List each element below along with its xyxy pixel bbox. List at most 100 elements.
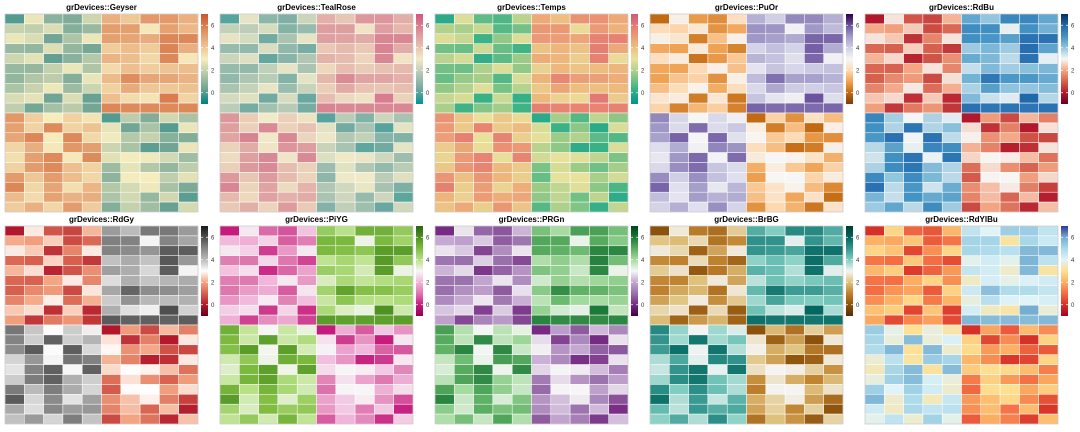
heatmap-cell [101, 354, 122, 365]
heatmap-cell [669, 384, 689, 395]
heatmap-cell [159, 344, 179, 355]
heatmap-cell [922, 73, 943, 84]
heatmap-cell [239, 132, 259, 143]
heatmap-cell [589, 314, 609, 326]
heatmap-cell [1019, 122, 1039, 134]
heatmap-cell [316, 384, 337, 395]
heatmap-cell [823, 304, 844, 316]
heatmap-cell [434, 403, 455, 415]
heatmap-cell [219, 102, 240, 114]
heatmap-cell [24, 245, 44, 256]
heatmap-cell [258, 92, 279, 104]
heatmap-cell [178, 83, 199, 94]
heatmap-cell [922, 102, 943, 114]
heatmap-cell [864, 374, 885, 385]
legend-tick-label: 6 [856, 23, 860, 29]
heatmap-cell [492, 413, 513, 425]
heatmap-cell [62, 364, 83, 375]
heatmap-cell [941, 201, 962, 213]
heatmap-cell [784, 172, 805, 183]
heatmap-cell [823, 374, 844, 385]
heatmap-cell [941, 83, 962, 94]
heatmap-cell [374, 235, 394, 247]
heatmap-cell [823, 275, 844, 286]
heatmap-cell [239, 23, 259, 35]
heatmap-cell [903, 413, 924, 425]
heatmap-cell [492, 235, 513, 247]
heatmap-cell [492, 324, 513, 336]
heatmap-cell [999, 354, 1020, 365]
heatmap-cell [81, 152, 102, 163]
heatmap-cell [24, 13, 44, 25]
heatmap-cell [1038, 265, 1059, 276]
heatmap-cell [531, 275, 552, 286]
heatmap-cell [258, 112, 279, 124]
heatmap-cell [707, 403, 728, 415]
heatmap-cell [669, 162, 689, 173]
legend-tick-label: 0 [641, 303, 645, 309]
heatmap-cell [296, 191, 317, 203]
heatmap-cell [608, 364, 629, 375]
legend-colorbar [1061, 226, 1068, 316]
heatmap-cell [120, 314, 141, 326]
heatmap-cell [707, 53, 728, 64]
heatmap-cell [335, 132, 356, 143]
heatmap-cell [804, 132, 824, 143]
heatmap-cell [4, 13, 25, 25]
heatmap-cell [4, 324, 25, 336]
legend-tick-label: 0 [1071, 91, 1075, 97]
heatmap-cell [62, 225, 83, 237]
heatmap-cell [922, 142, 943, 153]
heatmap-cell [669, 53, 689, 64]
heatmap-cell [62, 92, 83, 104]
heatmap-cell [316, 245, 337, 256]
heatmap-cell [804, 295, 824, 306]
heatmap-cell [4, 314, 25, 326]
heatmap-cell [784, 63, 805, 74]
heatmap-cell [62, 275, 83, 286]
heatmap-cell [941, 235, 962, 247]
heatmap-cell [316, 13, 337, 25]
heatmap-cell [139, 122, 160, 134]
heatmap-cell [765, 255, 786, 266]
heatmap-cell [139, 102, 160, 114]
heatmap-cell [434, 344, 455, 355]
heatmap-cell [980, 295, 1001, 306]
heatmap-cell [101, 92, 122, 104]
heatmap-cell [81, 334, 102, 346]
heatmap-cell [139, 295, 160, 306]
heatmap-cell [374, 63, 394, 74]
heatmap-cell [43, 394, 64, 405]
heatmap-cell [159, 83, 179, 94]
heatmap-cell [473, 403, 494, 415]
heatmap-cell [1038, 132, 1059, 143]
heatmap-cell [219, 162, 240, 173]
heatmap-cell [296, 394, 317, 405]
heatmap-cell [258, 235, 279, 247]
heatmap-cell [277, 304, 298, 316]
heatmap-cell [101, 73, 122, 84]
heatmap-cell [454, 182, 474, 193]
heatmap-cell [81, 364, 102, 375]
heatmap-cell [999, 304, 1020, 316]
heatmap-cell [707, 295, 728, 306]
heatmap-cell [120, 275, 141, 286]
heatmap-cell [961, 182, 982, 193]
heatmap-cell [864, 53, 885, 64]
heatmap-cell [335, 23, 356, 35]
heatmap-cell [335, 162, 356, 173]
heatmap-cell [961, 354, 982, 365]
legend-colorbar [846, 226, 853, 316]
heatmap-cell [707, 235, 728, 247]
heatmap-cell [335, 172, 356, 183]
legend-colorbar [201, 14, 208, 104]
heatmap-cell [178, 73, 199, 84]
heatmap-cell [1019, 265, 1039, 276]
heatmap-cell [101, 53, 122, 64]
heatmap-cell [649, 102, 670, 114]
heatmap-cell [374, 285, 394, 296]
heatmap-cell [258, 413, 279, 425]
heatmap-cell [823, 364, 844, 375]
heatmap-cell [864, 83, 885, 94]
